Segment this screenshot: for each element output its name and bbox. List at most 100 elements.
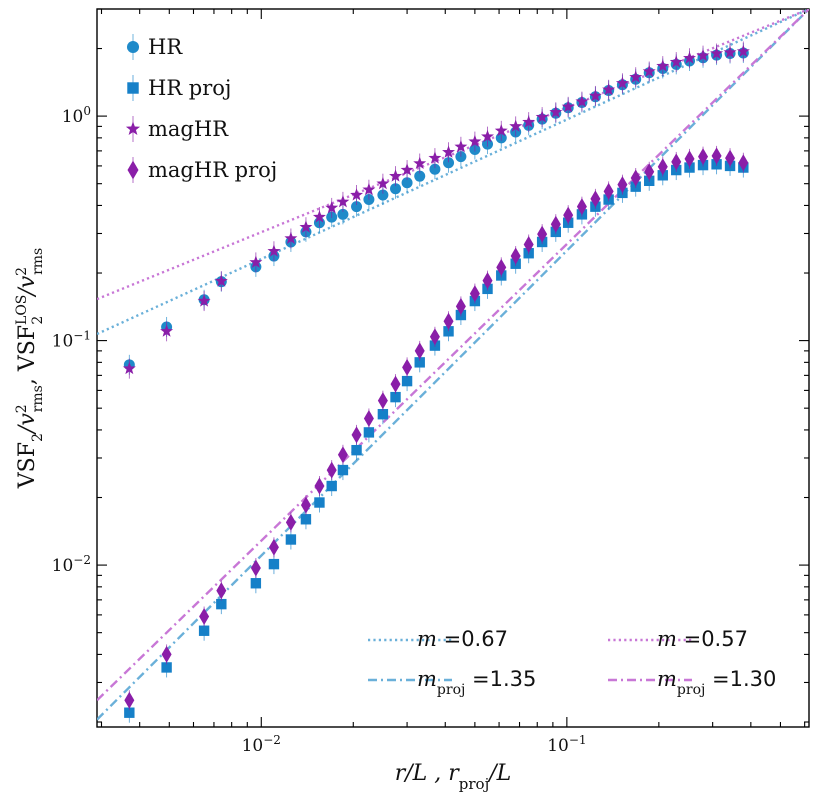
y-tick-label: 10−2: [52, 553, 91, 576]
fit-legend-entry-magHR_fit: m =0.57: [608, 627, 748, 651]
point-magHR_proj: [617, 176, 628, 194]
x-axis-label: r/L , rproj/L: [395, 761, 512, 793]
point-magHR_proj: [537, 225, 548, 243]
fit-legend-entry-magHR_proj_fit: mproj =1.30: [608, 667, 776, 698]
point-magHR_proj: [161, 645, 172, 663]
point-HR: [390, 183, 402, 195]
point-HR_proj: [414, 357, 425, 368]
point-magHR_proj: [482, 272, 493, 290]
point-magHR: [481, 129, 494, 143]
point-magHR: [454, 139, 468, 153]
point-magHR: [588, 89, 602, 102]
point-magHR: [561, 100, 575, 113]
point-magHR: [299, 220, 313, 233]
y-tick-labels: 10−2 10−1 100: [52, 104, 91, 576]
point-magHR: [710, 46, 724, 60]
point-magHR_proj: [455, 297, 466, 315]
point-magHR_proj: [576, 198, 587, 216]
point-magHR_proj: [671, 153, 682, 171]
x-tick-label: 10−2: [242, 733, 281, 756]
point-magHR: [642, 64, 656, 78]
point-magHR: [509, 119, 523, 132]
fit-line-magHR_fit: [97, 9, 809, 301]
legend-entry-HR: HR: [126, 34, 183, 60]
point-magHR_proj: [698, 148, 709, 166]
point-HR: [401, 177, 413, 189]
point-magHR_proj: [300, 496, 311, 514]
fit-lines: [97, 9, 809, 721]
point-magHR_proj: [351, 426, 362, 444]
point-magHR: [389, 169, 402, 182]
y-axis-label: VSF2/v2rms, VSFLOS2/v2rms: [14, 248, 46, 490]
point-magHR_proj: [510, 247, 521, 265]
x-tick-label: 10−1: [547, 733, 586, 756]
legend-marker-HR_proj: [127, 82, 139, 94]
point-magHR: [549, 105, 563, 118]
point-magHR: [494, 124, 508, 137]
series-magHR_proj: [124, 145, 749, 711]
point-HR: [337, 208, 349, 220]
point-magHR: [656, 59, 670, 72]
point-magHR: [312, 210, 326, 223]
legend-entry-magHR_proj: magHR proj: [127, 157, 277, 183]
point-magHR_proj: [469, 285, 480, 303]
fit-line-magHR_proj_fit: [97, 9, 809, 702]
point-magHR: [522, 115, 536, 128]
legend-label: HR: [148, 35, 183, 59]
point-magHR: [602, 82, 616, 96]
point-magHR_proj: [644, 163, 655, 181]
point-magHR_proj: [377, 392, 388, 410]
point-HR: [351, 201, 363, 213]
point-HR_proj: [443, 326, 454, 337]
point-magHR_proj: [657, 158, 668, 176]
point-magHR: [736, 44, 750, 57]
legend-entry-magHR: magHR: [125, 116, 229, 142]
plot-frame: [96, 8, 810, 728]
point-magHR: [535, 110, 549, 123]
point-HR_proj: [216, 598, 227, 610]
point-magHR: [629, 70, 643, 83]
point-magHR: [723, 45, 737, 59]
point-magHR_proj: [314, 477, 325, 495]
point-HR_proj: [250, 578, 262, 589]
point-HR_proj: [326, 480, 337, 492]
point-magHR: [160, 324, 174, 337]
point-magHR_proj: [363, 409, 374, 427]
point-HR_proj: [314, 497, 325, 508]
fit-legend-label: mproj =1.30: [657, 667, 776, 698]
point-magHR_proj: [550, 215, 561, 233]
series-magHR: [122, 41, 750, 379]
fit-legend-label: m =0.67: [417, 627, 508, 651]
point-magHR: [575, 94, 589, 108]
point-magHR: [350, 188, 364, 201]
axis-ticks: [97, 8, 809, 727]
legend-marker-magHR: [125, 121, 141, 136]
point-magHR_proj: [684, 150, 695, 168]
point-magHR_proj: [429, 328, 440, 346]
x-tick-labels: 10−2 10−1: [242, 733, 587, 756]
fit-legend-entry-HR_proj_fit: mproj =1.35: [368, 667, 536, 698]
point-HR: [443, 157, 455, 169]
point-magHR: [214, 274, 228, 287]
point-magHR: [249, 255, 263, 268]
point-magHR_proj: [390, 375, 401, 393]
point-magHR_proj: [414, 342, 425, 360]
point-magHR: [122, 361, 136, 375]
point-magHR: [336, 195, 350, 208]
fit-line-HR_proj_fit: [97, 9, 809, 721]
y-tick-label: 100: [62, 104, 91, 127]
point-magHR_proj: [268, 538, 279, 556]
point-magHR_proj: [443, 312, 454, 330]
point-magHR_proj: [563, 206, 574, 224]
point-HR_proj: [337, 464, 349, 476]
point-HR: [377, 189, 389, 201]
point-magHR: [696, 48, 710, 62]
fit-line-HR_fit: [97, 9, 809, 336]
point-magHR_proj: [326, 461, 337, 479]
point-magHR_proj: [603, 182, 614, 200]
point-HR_proj: [363, 427, 375, 438]
point-magHR: [376, 176, 390, 190]
point-magHR: [197, 294, 211, 307]
point-magHR: [683, 51, 696, 64]
